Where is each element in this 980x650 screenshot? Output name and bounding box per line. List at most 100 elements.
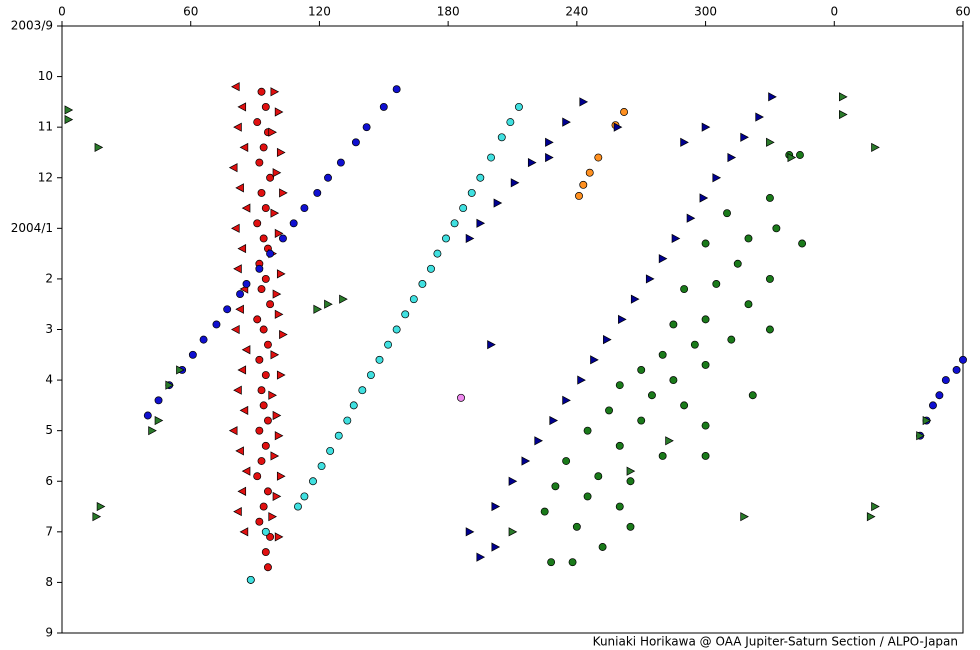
point	[562, 117, 571, 127]
point	[787, 152, 797, 163]
point	[442, 234, 450, 243]
point	[765, 194, 774, 202]
point	[450, 219, 459, 228]
point	[228, 163, 238, 173]
point	[645, 274, 655, 284]
point	[259, 234, 268, 243]
point	[613, 122, 623, 132]
point	[701, 360, 710, 369]
x-tick-label: 300	[694, 5, 717, 19]
point	[279, 329, 288, 340]
point	[583, 492, 592, 501]
point	[259, 143, 268, 152]
point	[618, 314, 627, 324]
point	[647, 391, 656, 400]
point	[257, 188, 266, 197]
point	[143, 411, 152, 420]
point	[263, 340, 272, 349]
point	[701, 452, 710, 460]
point	[261, 371, 270, 379]
point	[699, 193, 709, 203]
point	[572, 522, 581, 531]
point	[263, 563, 272, 572]
point	[272, 289, 282, 299]
point	[476, 218, 486, 228]
point	[701, 421, 710, 430]
point	[952, 366, 961, 374]
point	[768, 92, 777, 102]
point	[665, 436, 674, 446]
point	[740, 132, 749, 142]
point	[534, 436, 543, 446]
point	[744, 300, 753, 309]
point	[212, 320, 221, 329]
point	[671, 233, 681, 244]
y-tick-label: 4	[45, 373, 53, 387]
point	[575, 192, 583, 200]
point	[274, 532, 284, 542]
point	[274, 228, 284, 238]
y-tick-label: 6	[45, 474, 53, 488]
x-tick-label: 0	[58, 5, 66, 19]
point	[491, 542, 501, 552]
point	[228, 426, 238, 436]
point	[358, 386, 367, 395]
point	[239, 142, 249, 152]
point	[239, 405, 249, 416]
point	[257, 87, 266, 96]
point	[96, 501, 106, 512]
point	[236, 290, 245, 299]
point	[418, 280, 427, 288]
point	[237, 243, 247, 254]
point	[266, 173, 275, 182]
point	[257, 457, 266, 465]
y-tick-label: 2004/1	[11, 221, 53, 235]
point	[577, 375, 586, 385]
point	[257, 386, 266, 395]
point	[585, 168, 594, 177]
point	[233, 122, 242, 132]
point	[276, 370, 286, 380]
point	[268, 127, 277, 137]
x-tick-label: 120	[308, 5, 331, 19]
point	[766, 137, 775, 147]
point	[620, 108, 629, 116]
point	[272, 168, 282, 178]
point	[701, 239, 710, 248]
point	[259, 325, 268, 334]
point	[506, 118, 515, 127]
point	[233, 385, 242, 395]
point	[270, 208, 280, 218]
point	[680, 401, 689, 410]
point	[199, 335, 208, 344]
point	[562, 395, 571, 405]
point	[92, 512, 102, 522]
point	[871, 142, 880, 152]
point	[324, 173, 332, 182]
point	[343, 416, 352, 425]
point	[237, 102, 247, 112]
point	[508, 476, 518, 486]
point	[261, 548, 270, 557]
point	[259, 401, 268, 410]
point	[253, 219, 262, 228]
point	[658, 452, 667, 460]
point	[300, 492, 309, 501]
point	[839, 109, 848, 120]
point	[392, 325, 401, 334]
point	[326, 446, 335, 455]
y-tick-label: 11	[38, 120, 53, 134]
point	[637, 416, 646, 425]
point	[300, 204, 309, 213]
point	[379, 102, 388, 111]
point	[637, 366, 646, 374]
point	[712, 280, 721, 288]
point	[235, 446, 244, 456]
point	[669, 376, 678, 385]
point	[465, 233, 475, 244]
point	[233, 507, 242, 517]
point	[261, 527, 270, 536]
point	[165, 380, 175, 390]
point	[375, 355, 384, 364]
point	[658, 350, 667, 359]
